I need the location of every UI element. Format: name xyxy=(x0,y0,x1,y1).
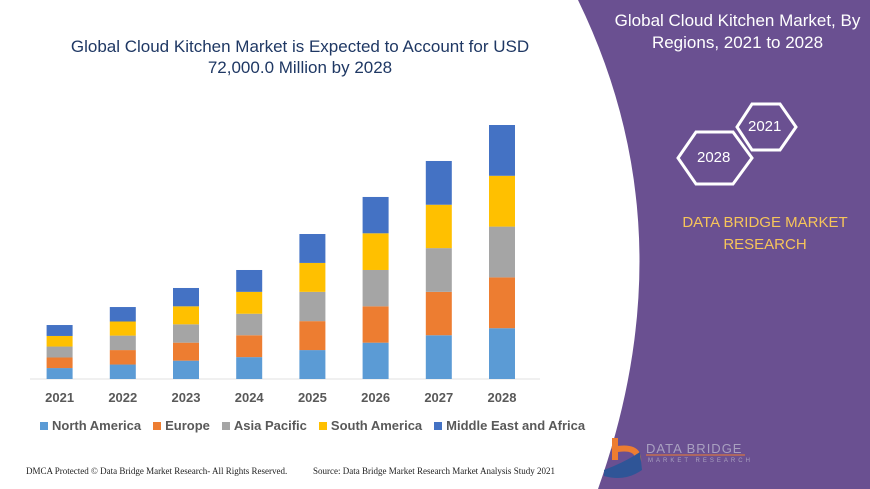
bar-segment xyxy=(489,226,515,278)
bar-segment xyxy=(173,342,199,361)
legend-swatch xyxy=(318,421,327,430)
chart-title: Global Cloud Kitchen Market is Expected … xyxy=(30,36,570,78)
bar-segment xyxy=(109,335,136,351)
bar-segment xyxy=(489,175,515,227)
bar-segment xyxy=(362,342,389,379)
hex-2021-label: 2021 xyxy=(748,118,782,135)
bar-segment xyxy=(489,125,515,176)
legend-swatch xyxy=(434,421,443,430)
bar-segment xyxy=(425,335,452,379)
logo-subtext: MARKET RESEARCH xyxy=(648,458,753,464)
side-panel-title: Global Cloud Kitchen Market, By Regions,… xyxy=(614,11,861,52)
logo-text: DATA BRIDGE xyxy=(646,441,743,456)
bar-segment xyxy=(489,328,515,379)
legend-label: North America xyxy=(52,418,142,433)
chart-legend: North America Europe Asia Pacific South Ame… xyxy=(40,418,585,433)
bar-segment xyxy=(299,234,326,263)
bar-segment xyxy=(362,306,389,343)
legend-label: Asia Pacific xyxy=(233,418,307,433)
legend-swatch xyxy=(221,421,230,430)
legend-label: Middle East and Africa xyxy=(446,418,586,433)
side-panel xyxy=(578,0,870,489)
footer-copyright: DMCA Protected © Data Bridge Market Rese… xyxy=(26,466,288,476)
legend-swatch xyxy=(153,421,162,430)
bar-segment xyxy=(173,360,199,379)
x-tick-label: 2023 xyxy=(172,390,201,405)
bar-segment xyxy=(46,325,73,336)
x-tick-label: 2021 xyxy=(45,390,74,405)
title-line-2: 72,000.0 Million by 2028 xyxy=(207,58,393,77)
bar-segment xyxy=(46,357,73,369)
bar-segment xyxy=(489,277,515,329)
bar-segment xyxy=(425,291,452,336)
bar-segment xyxy=(173,287,199,307)
x-tick-label: 2026 xyxy=(361,390,390,405)
hex-2028-icon xyxy=(676,130,754,186)
bar-segment xyxy=(46,335,73,347)
bar-segment xyxy=(236,335,263,358)
hex-2021-icon xyxy=(735,102,798,152)
legend-swatch xyxy=(40,421,48,430)
bar-segment xyxy=(299,291,326,322)
bar-segment xyxy=(109,350,136,365)
brand-logo-icon xyxy=(604,438,745,478)
bar-segment xyxy=(425,160,452,205)
x-tick-label: 2027 xyxy=(424,390,453,405)
brand-name: DATA BRIDGE MARKET RESEARCH xyxy=(682,214,848,253)
legend-item: Europe xyxy=(153,418,210,433)
legend-item: Asia Pacific xyxy=(221,418,307,433)
legend-item: Middle East and Africa xyxy=(434,418,585,433)
bar-segment xyxy=(425,204,452,249)
bar-segment xyxy=(173,306,199,325)
bar-segment xyxy=(299,350,326,379)
bar-segment xyxy=(109,364,136,379)
legend-label: Europe xyxy=(165,418,210,433)
bar-segment xyxy=(46,346,73,358)
bar-segment xyxy=(299,321,326,351)
bar-segment xyxy=(109,307,136,322)
x-tick-label: 2028 xyxy=(488,390,517,405)
bar-segment xyxy=(362,196,389,234)
bar-segment xyxy=(362,269,389,307)
bar-segment xyxy=(46,368,73,379)
legend-label: South America xyxy=(330,418,423,433)
bar-segment xyxy=(236,291,263,314)
hex-2028-label: 2028 xyxy=(697,149,731,166)
x-tick-label: 2024 xyxy=(235,390,265,405)
x-tick-label: 2025 xyxy=(298,390,327,405)
title-line-1: Global Cloud Kitchen Market is Expected … xyxy=(70,37,530,56)
bar-segment xyxy=(299,262,326,292)
bar-segment xyxy=(173,324,199,343)
bar-segment xyxy=(362,233,389,270)
bar-segment xyxy=(425,248,452,292)
bar-segment xyxy=(236,269,263,292)
bar-segment xyxy=(236,313,263,336)
x-tick-label: 2022 xyxy=(108,390,137,405)
footer-source: Source: Data Bridge Market Research Mark… xyxy=(313,466,555,476)
legend-item: South America xyxy=(318,418,423,433)
legend-item: North America xyxy=(40,418,141,433)
stacked-bar-chart: 2021 2022 2023 2024 2025 2026 2027 2028 xyxy=(30,125,540,405)
bar-segment xyxy=(109,321,136,336)
bar-segment xyxy=(236,357,263,379)
